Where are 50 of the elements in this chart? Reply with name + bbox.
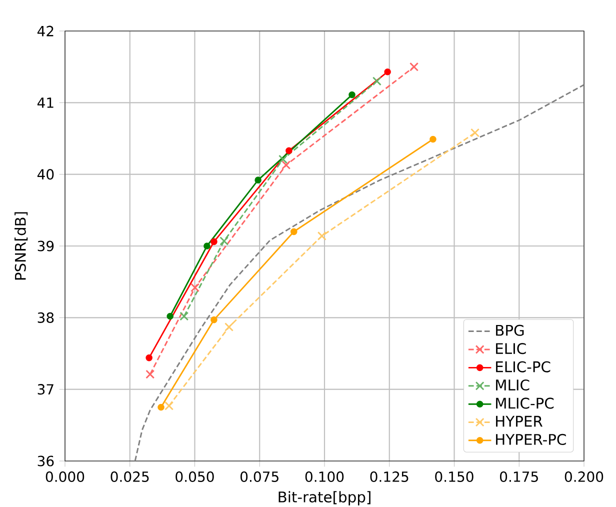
x-tick-label: 0.125 xyxy=(370,471,408,482)
legend-label: HYPER-PC xyxy=(496,434,566,446)
x-axis-title: Bit-rate[bpp] xyxy=(278,491,370,506)
legend-label: BPG xyxy=(496,324,524,336)
x-tick-label: 0.050 xyxy=(176,471,214,482)
point xyxy=(254,176,262,184)
point xyxy=(470,128,480,138)
point xyxy=(410,62,419,72)
line-series xyxy=(134,84,584,462)
point xyxy=(166,312,174,320)
point xyxy=(146,370,155,379)
x-tick-label: 0.075 xyxy=(240,471,278,482)
legend-label: ELIC-PC xyxy=(496,361,550,372)
point xyxy=(158,404,164,411)
point xyxy=(282,160,291,170)
x-tick-label: 0.025 xyxy=(110,471,149,482)
x-tick-label: 0.175 xyxy=(500,471,538,482)
point xyxy=(220,236,229,246)
point xyxy=(317,231,326,240)
point xyxy=(210,238,218,246)
y-tick-label: 41 xyxy=(37,98,54,108)
point xyxy=(190,283,200,292)
legend-label: ELIC xyxy=(496,343,526,354)
point xyxy=(384,68,391,76)
point xyxy=(278,154,288,164)
x-tick-label: 0.100 xyxy=(305,471,344,482)
legend-label: MLIC-PC xyxy=(496,398,554,409)
point xyxy=(348,91,356,98)
y-tick-label: 37 xyxy=(38,384,54,395)
y-tick-label: 39 xyxy=(38,240,54,252)
point xyxy=(286,147,292,154)
point xyxy=(164,401,174,410)
x-tick-label: 0.150 xyxy=(435,471,474,482)
y-tick-label: 40 xyxy=(37,169,54,180)
legend-label: MLIC xyxy=(496,379,530,391)
y-tick-label: 38 xyxy=(38,312,54,323)
point xyxy=(204,242,210,250)
point xyxy=(290,228,298,236)
x-tick-label: 0.000 xyxy=(46,471,84,482)
point xyxy=(146,354,152,362)
point xyxy=(224,322,234,332)
x-tick-label: 0.200 xyxy=(564,471,604,482)
y-tick-label: 36 xyxy=(38,456,54,466)
point xyxy=(430,136,436,143)
y-axis-title: PSNR[dB] xyxy=(14,212,28,280)
y-tick-label: 42 xyxy=(37,26,54,36)
point xyxy=(372,76,382,86)
legend-label: HYPER xyxy=(496,416,542,427)
point xyxy=(210,316,218,324)
point xyxy=(180,312,189,321)
